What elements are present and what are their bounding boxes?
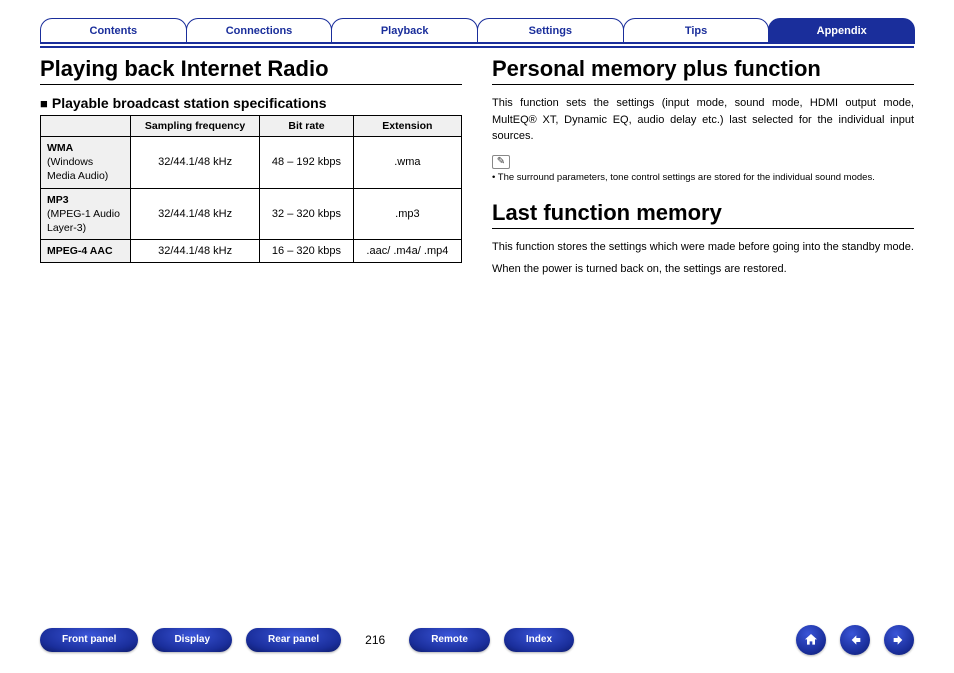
next-button[interactable] [884,625,914,655]
table-row: MP3(MPEG-1 Audio Layer-3) 32/44.1/48 kHz… [41,188,462,240]
note-surround: • The surround parameters, tone control … [492,171,914,184]
pill-front-panel[interactable]: Front panel [40,628,138,652]
column-right: Personal memory plus function This funct… [492,56,914,284]
specs-table: Sampling frequency Bit rate Extension WM… [40,115,462,263]
cell-ext: .aac/ .m4a/ .mp4 [353,240,461,263]
subheading-specs: ■ Playable broadcast station specificatio… [40,95,462,111]
tab-settings[interactable]: Settings [477,18,624,44]
home-button[interactable] [796,625,826,655]
col-bitrate: Bit rate [260,116,354,137]
cell-sampling: 32/44.1/48 kHz [131,188,260,240]
text-personal-memory: This function sets the settings (input m… [492,95,914,145]
tab-contents[interactable]: Contents [40,18,187,44]
subheading-specs-text: Playable broadcast station specification… [52,95,327,111]
content-area: Playing back Internet Radio ■ Playable br… [0,48,954,284]
arrow-left-icon [847,632,863,648]
column-left: Playing back Internet Radio ■ Playable br… [40,56,462,284]
table-row: WMA(Windows Media Audio) 32/44.1/48 kHz … [41,137,462,189]
heading-last-function: Last function memory [492,200,914,229]
prev-button[interactable] [840,625,870,655]
cell-bitrate: 48 – 192 kbps [260,137,354,189]
pill-remote[interactable]: Remote [409,628,490,652]
pill-rear-panel[interactable]: Rear panel [246,628,341,652]
cell-format-wma: WMA(Windows Media Audio) [41,137,131,189]
cell-sampling: 32/44.1/48 kHz [131,137,260,189]
cell-format-mp3: MP3(MPEG-1 Audio Layer-3) [41,188,131,240]
tab-playback[interactable]: Playback [331,18,478,44]
cell-format-aac: MPEG-4 AAC [41,240,131,263]
note-icon-row: ✎ [492,151,914,169]
pill-index[interactable]: Index [504,628,574,652]
home-icon [803,632,819,648]
cell-sampling: 32/44.1/48 kHz [131,240,260,263]
tab-tips[interactable]: Tips [623,18,770,44]
table-header-row: Sampling frequency Bit rate Extension [41,116,462,137]
cell-ext: .wma [353,137,461,189]
heading-internet-radio: Playing back Internet Radio [40,56,462,85]
text-last-function-a: This function stores the settings which … [492,239,914,256]
cell-ext: .mp3 [353,188,461,240]
col-sampling: Sampling frequency [131,116,260,137]
cell-bitrate: 16 – 320 kbps [260,240,354,263]
text-last-function-b: When the power is turned back on, the se… [492,261,914,278]
footer-nav: Front panel Display Rear panel 216 Remot… [0,625,954,655]
page-number: 216 [365,633,385,647]
pill-display[interactable]: Display [152,628,232,652]
table-row: MPEG-4 AAC 32/44.1/48 kHz 16 – 320 kbps … [41,240,462,263]
tab-connections[interactable]: Connections [186,18,333,44]
tab-appendix[interactable]: Appendix [768,18,915,44]
heading-personal-memory: Personal memory plus function [492,56,914,85]
top-tabs: Contents Connections Playback Settings T… [0,0,954,48]
arrow-right-icon [891,632,907,648]
col-extension: Extension [353,116,461,137]
cell-bitrate: 32 – 320 kbps [260,188,354,240]
pencil-icon: ✎ [492,155,510,169]
square-bullet-icon: ■ [40,96,48,111]
table-corner-cell [41,116,131,137]
